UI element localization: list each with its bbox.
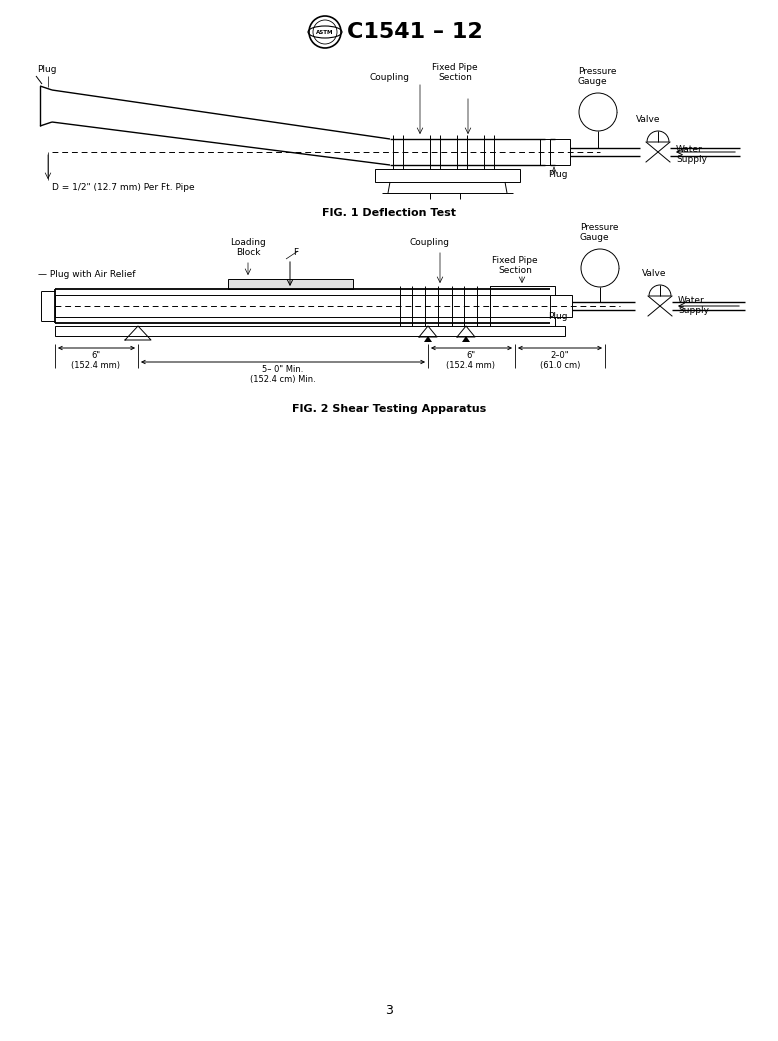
Text: F: F	[293, 248, 298, 257]
Bar	[375, 169, 520, 182]
Wedge shape	[649, 285, 671, 296]
Wedge shape	[647, 131, 669, 142]
Bar	[550, 295, 572, 318]
Text: Fixed Pipe
Section: Fixed Pipe Section	[433, 62, 478, 82]
Text: FIG. 2 Shear Testing Apparatus: FIG. 2 Shear Testing Apparatus	[292, 404, 486, 414]
Text: Coupling: Coupling	[370, 73, 410, 82]
Text: Plug: Plug	[37, 65, 57, 74]
Bar	[490, 286, 555, 326]
Text: 3: 3	[385, 1005, 393, 1017]
Text: FIG. 1 Deflection Test: FIG. 1 Deflection Test	[322, 208, 456, 218]
Text: Coupling: Coupling	[410, 238, 450, 247]
Circle shape	[581, 249, 619, 287]
Text: Loading
Block: Loading Block	[230, 238, 266, 257]
Text: Water
Supply: Water Supply	[678, 296, 709, 315]
Bar	[540, 139, 550, 166]
Text: Pressure
Gauge: Pressure Gauge	[578, 67, 616, 86]
Bar	[55, 326, 565, 336]
Text: Plug: Plug	[548, 170, 567, 179]
Text: 5– 0" Min.
(152.4 cm) Min.: 5– 0" Min. (152.4 cm) Min.	[250, 365, 316, 384]
Text: ASTM: ASTM	[316, 29, 334, 34]
Text: D = 1/2" (12.7 mm) Per Ft. Pipe: D = 1/2" (12.7 mm) Per Ft. Pipe	[52, 183, 194, 192]
Text: C1541 – 12: C1541 – 12	[347, 22, 483, 42]
Polygon shape	[462, 336, 470, 342]
Text: 6"
(152.4 mm): 6" (152.4 mm)	[72, 351, 121, 371]
Bar	[228, 279, 353, 289]
Text: 6"
(152.4 mm): 6" (152.4 mm)	[447, 351, 496, 371]
Text: Valve: Valve	[642, 269, 667, 278]
Text: Plug: Plug	[548, 312, 567, 321]
Circle shape	[309, 16, 341, 48]
Text: Water
Supply: Water Supply	[676, 145, 707, 164]
Bar	[550, 139, 570, 166]
Text: 2–0"
(61.0 cm): 2–0" (61.0 cm)	[540, 351, 580, 371]
Text: Fixed Pipe
Section: Fixed Pipe Section	[492, 256, 538, 276]
Text: — Plug with Air Relief: — Plug with Air Relief	[38, 270, 135, 279]
Circle shape	[579, 93, 617, 131]
Polygon shape	[424, 336, 432, 342]
Text: Valve: Valve	[636, 115, 661, 124]
Text: Pressure
Gauge: Pressure Gauge	[580, 223, 619, 242]
